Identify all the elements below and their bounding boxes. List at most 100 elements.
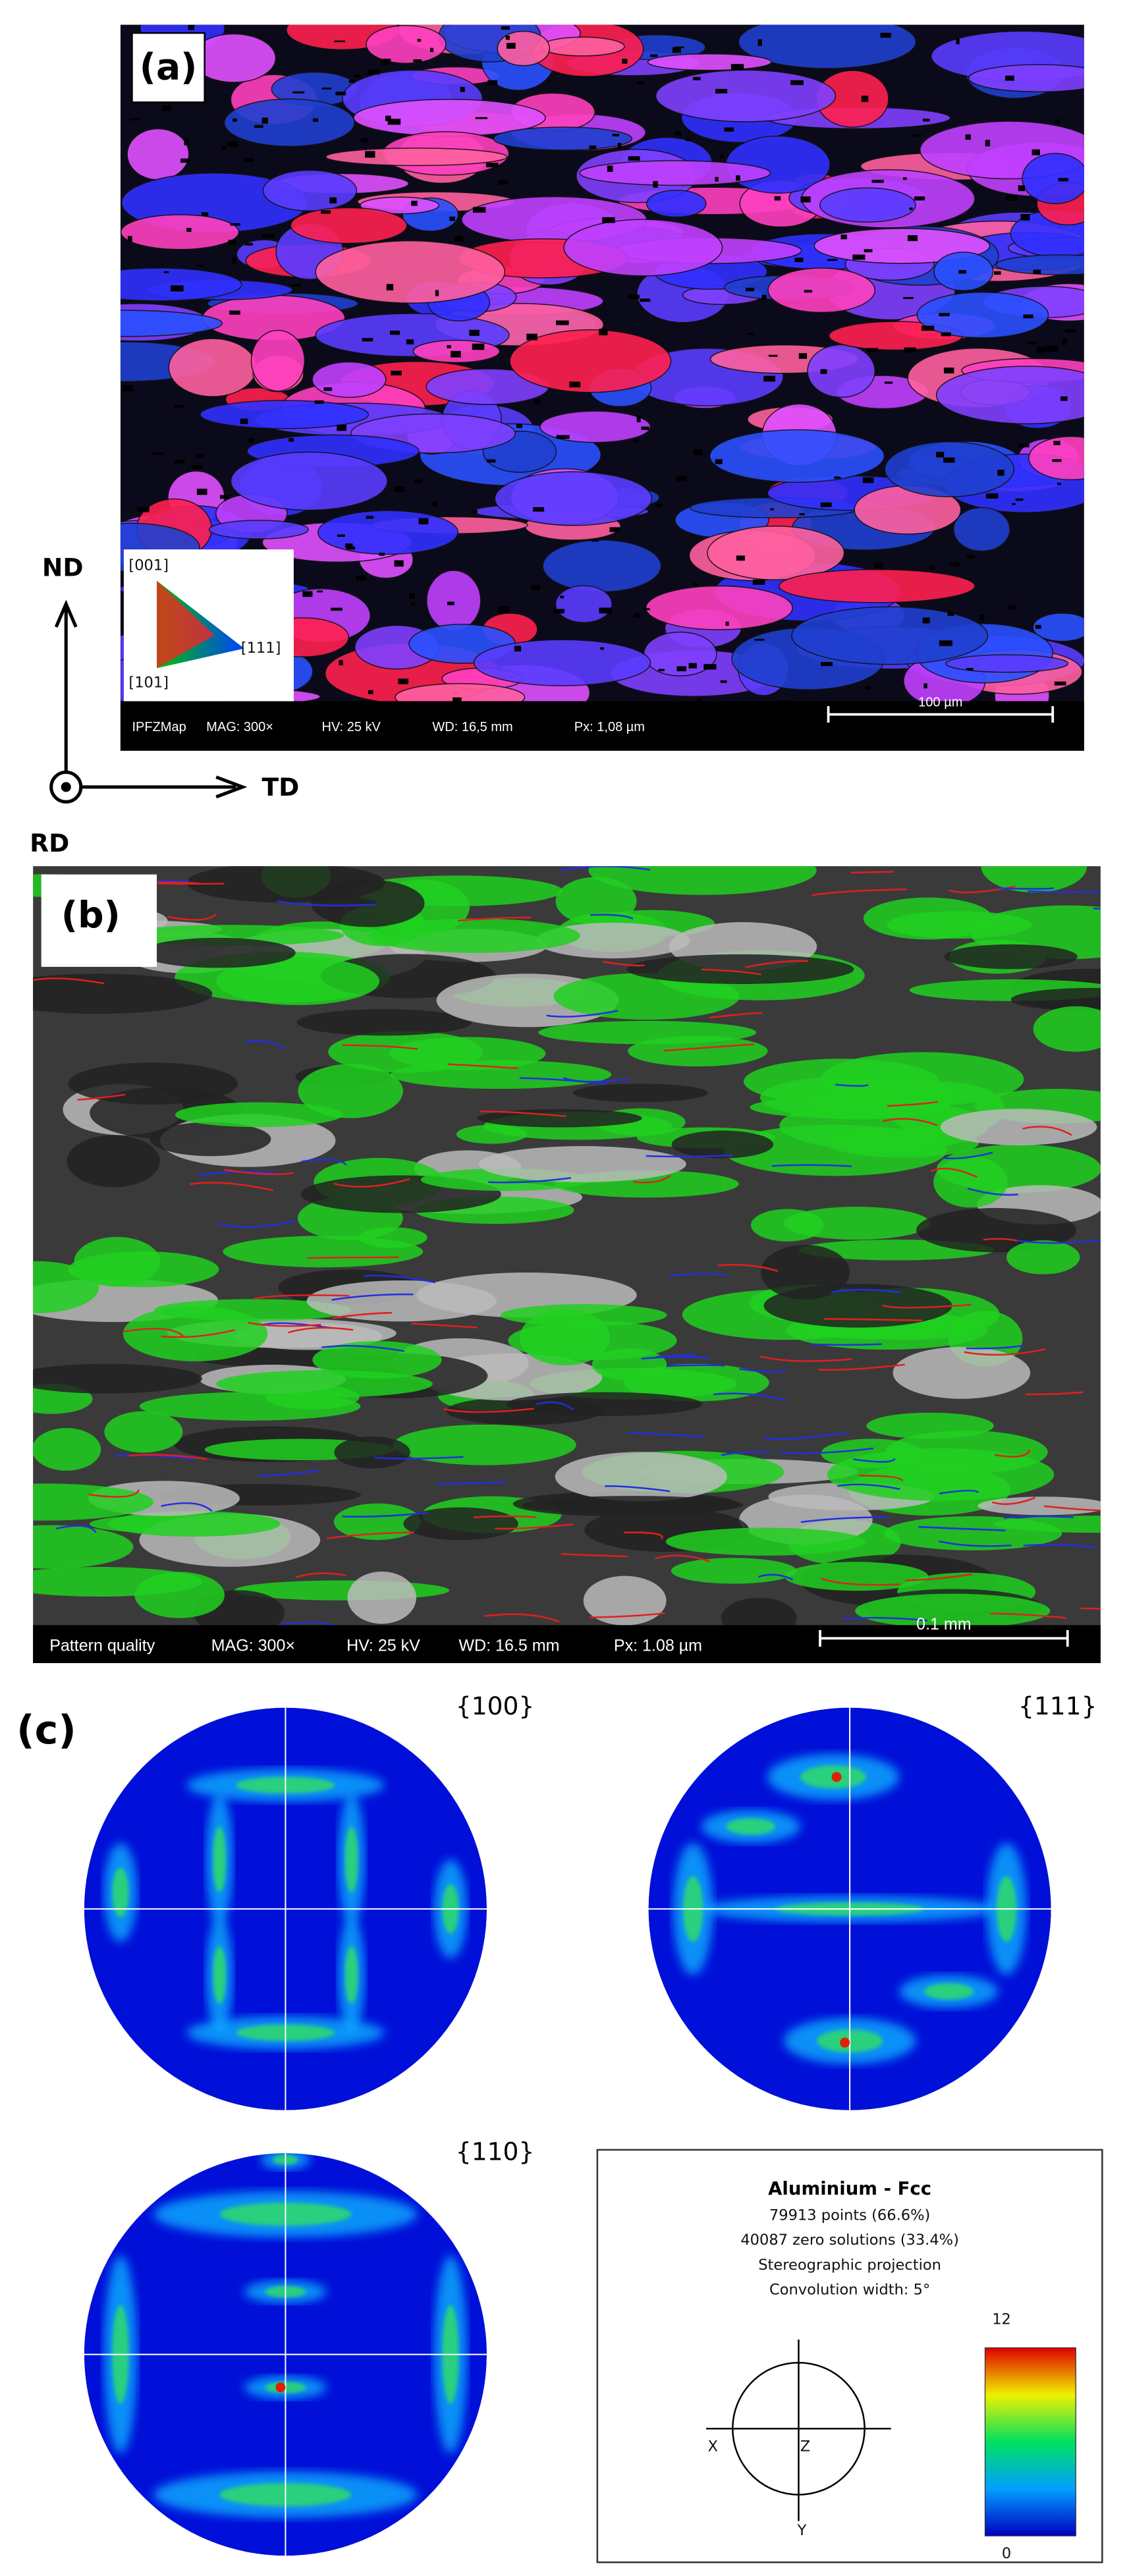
speckle [658, 669, 665, 672]
boundary [942, 1151, 993, 1160]
speckle [912, 134, 922, 137]
boundary [837, 1483, 900, 1491]
speckle [628, 294, 640, 299]
speckle [867, 348, 879, 352]
boundary [590, 914, 634, 920]
speckle [431, 501, 438, 507]
speckle [331, 607, 343, 611]
speckle [314, 400, 324, 404]
speckle [360, 138, 369, 142]
speckle [694, 449, 703, 456]
grain [563, 219, 723, 277]
boundary [301, 1159, 347, 1166]
speckle [774, 196, 781, 201]
boundary [333, 1178, 410, 1188]
grain [763, 1284, 952, 1328]
speckle [599, 329, 608, 336]
speckle [607, 165, 613, 172]
pole-figure [648, 1707, 1051, 2110]
speckle [411, 603, 415, 606]
speckle [1060, 396, 1068, 401]
grain [104, 1411, 183, 1453]
speckle [748, 332, 754, 335]
grain [74, 1236, 161, 1287]
grain [665, 1527, 866, 1556]
boundary [655, 1554, 711, 1563]
axis-label: X [707, 2438, 717, 2455]
intensity-core [344, 1826, 358, 1893]
speckle [368, 690, 373, 694]
boundary [77, 1093, 126, 1101]
speckle [966, 668, 974, 671]
speckle [633, 613, 641, 618]
grain [981, 866, 1087, 893]
boundary [739, 1367, 786, 1373]
speckle [192, 465, 202, 469]
legend-title: Aluminium - Fcc [768, 2178, 931, 2199]
boundary [994, 1449, 1031, 1458]
label-box [41, 874, 157, 967]
speckle [715, 177, 719, 182]
speckle [447, 601, 454, 605]
speckle [556, 320, 569, 325]
grain [506, 1392, 703, 1417]
speckle [417, 39, 422, 42]
boundary [918, 1525, 1006, 1531]
peak [840, 2037, 850, 2048]
speckle [321, 87, 332, 90]
grain [426, 570, 481, 632]
boundary [842, 1616, 928, 1622]
speckle [219, 495, 229, 499]
speckle [292, 91, 305, 94]
info-text: IPFZMap [132, 720, 186, 734]
speckle [174, 404, 184, 408]
speckle [196, 454, 204, 458]
intensity-core [726, 1818, 776, 1835]
speckle [556, 435, 570, 439]
speckle [871, 179, 884, 183]
speckle [600, 647, 605, 650]
grain [709, 429, 885, 483]
speckle [553, 609, 564, 614]
speckle [449, 216, 456, 221]
boundary [779, 1447, 874, 1454]
boundary [800, 1516, 887, 1523]
speckle [730, 64, 744, 70]
speckle [506, 43, 516, 49]
speckle [313, 118, 318, 122]
speckle [1055, 119, 1060, 126]
speckle [394, 486, 404, 492]
boundary [277, 900, 376, 907]
grain [767, 267, 876, 314]
boundary [887, 1101, 939, 1107]
speckle [201, 212, 209, 216]
boundary [563, 1077, 630, 1083]
boundary [669, 1273, 727, 1277]
boundary [546, 1010, 618, 1018]
boundary [248, 1321, 321, 1327]
speckle [261, 117, 268, 124]
grain [306, 1280, 497, 1322]
info-text: MAG: 300× [206, 720, 273, 734]
speckle [994, 271, 1001, 275]
boundary [128, 1454, 207, 1460]
speckle [334, 40, 345, 43]
speckle [800, 196, 811, 203]
speckle [240, 418, 248, 424]
boundary [1043, 1505, 1101, 1512]
boundary [447, 1063, 518, 1070]
grain [540, 36, 625, 57]
speckle [321, 210, 331, 214]
boundary [930, 1167, 977, 1178]
speckle [413, 59, 422, 63]
speckle [768, 354, 778, 357]
speckle [435, 290, 439, 296]
boundary [745, 960, 809, 969]
speckle [637, 81, 644, 85]
speckle [686, 138, 690, 142]
boundary [1080, 1607, 1101, 1610]
speckle [248, 438, 255, 443]
grain [200, 400, 370, 429]
pole-figure [84, 2152, 487, 2556]
legend-line: Convolution width: 5° [769, 2281, 930, 2298]
